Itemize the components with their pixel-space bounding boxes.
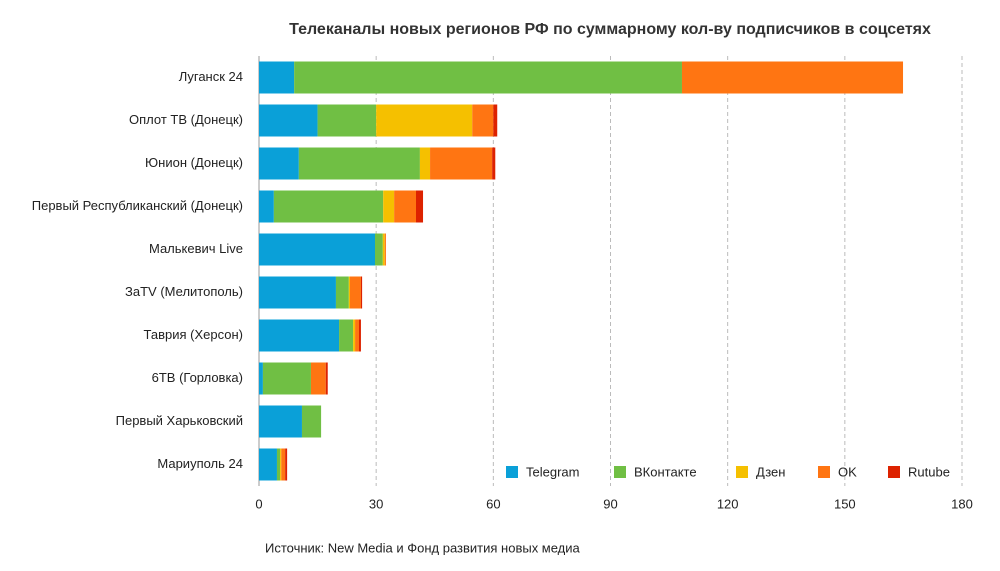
y-tick-label: Первый Республиканский (Донецк) [32,198,243,213]
bar-segment [681,61,904,94]
bar-segment [281,448,286,481]
bar-segment [419,147,431,180]
bar-segment [360,276,363,309]
legend-swatch [736,466,748,478]
bar-segment [472,104,494,137]
legend-label: OK [838,464,857,479]
bar-segment [382,233,385,266]
bar-segment [317,104,377,137]
bar-segment [259,147,299,180]
bar-segment [301,405,322,438]
x-tick-label: 120 [717,496,739,511]
bar-segment [383,190,395,223]
bar-segment [349,276,361,309]
y-tick-label: 6ТВ (Горловка) [152,370,243,385]
y-tick-label: Таврия (Херсон) [144,327,243,342]
bar-segment [325,362,328,395]
bar-segment [492,147,496,180]
legend-swatch [818,466,830,478]
bar-segment [273,190,384,223]
bar-segment [259,276,336,309]
y-tick-label: Юнион (Донецк) [145,155,243,170]
y-tick-label: Мариуполь 24 [157,456,243,471]
x-tick-label: 30 [369,496,383,511]
x-tick-label: 180 [951,496,973,511]
bar-segment [376,104,473,137]
bar-segment [493,104,498,137]
bar-segment [416,190,424,223]
legend-swatch [888,466,900,478]
chart-title: Телеканалы новых регионов РФ по суммарно… [289,21,931,38]
bar-segment [259,448,277,481]
bar-segment [394,190,417,223]
bar-segment [339,319,354,352]
legend-label: ВКонтакте [634,464,697,479]
y-tick-label: Оплот ТВ (Донецк) [129,112,243,127]
legend-label: Дзен [756,464,785,479]
source: Источник: New Media и Фонд развития новы… [265,540,581,555]
bar-segment [280,448,282,481]
bar-segment [285,448,288,481]
y-tick-label: ЗаTV (Мелитополь) [125,284,243,299]
bar-segment [384,233,386,266]
x-tick-label: 90 [603,496,617,511]
bar-segment [259,405,302,438]
bar-segment [259,190,274,223]
bar-segment [298,147,420,180]
bar-segment [348,276,350,309]
bar-segment [259,61,295,94]
bar-segment [259,104,318,137]
legend-swatch [506,466,518,478]
bar-segment [310,362,326,395]
x-tick-label: 0 [255,496,262,511]
y-tick-label: Первый Харьковский [116,413,243,428]
legend-label: Rutube [908,464,950,479]
x-tick-label: 60 [486,496,500,511]
bar-segment [374,233,383,266]
x-tick-label: 150 [834,496,856,511]
bar-segment [259,362,263,395]
bar-segment [262,362,311,395]
bar-segment [259,319,340,352]
y-tick-label: Малькевич Live [149,241,243,256]
bar-segment [259,233,375,266]
y-tick-label: Луганск 24 [179,69,243,84]
bar-segment [358,319,361,352]
bar-segment [276,448,281,481]
bar-segment [355,319,359,352]
bar-segment [294,61,682,94]
bar-segment [430,147,493,180]
legend-swatch [614,466,626,478]
bar-segment [353,319,356,352]
bar-segment [335,276,349,309]
legend-label: Telegram [526,464,579,479]
